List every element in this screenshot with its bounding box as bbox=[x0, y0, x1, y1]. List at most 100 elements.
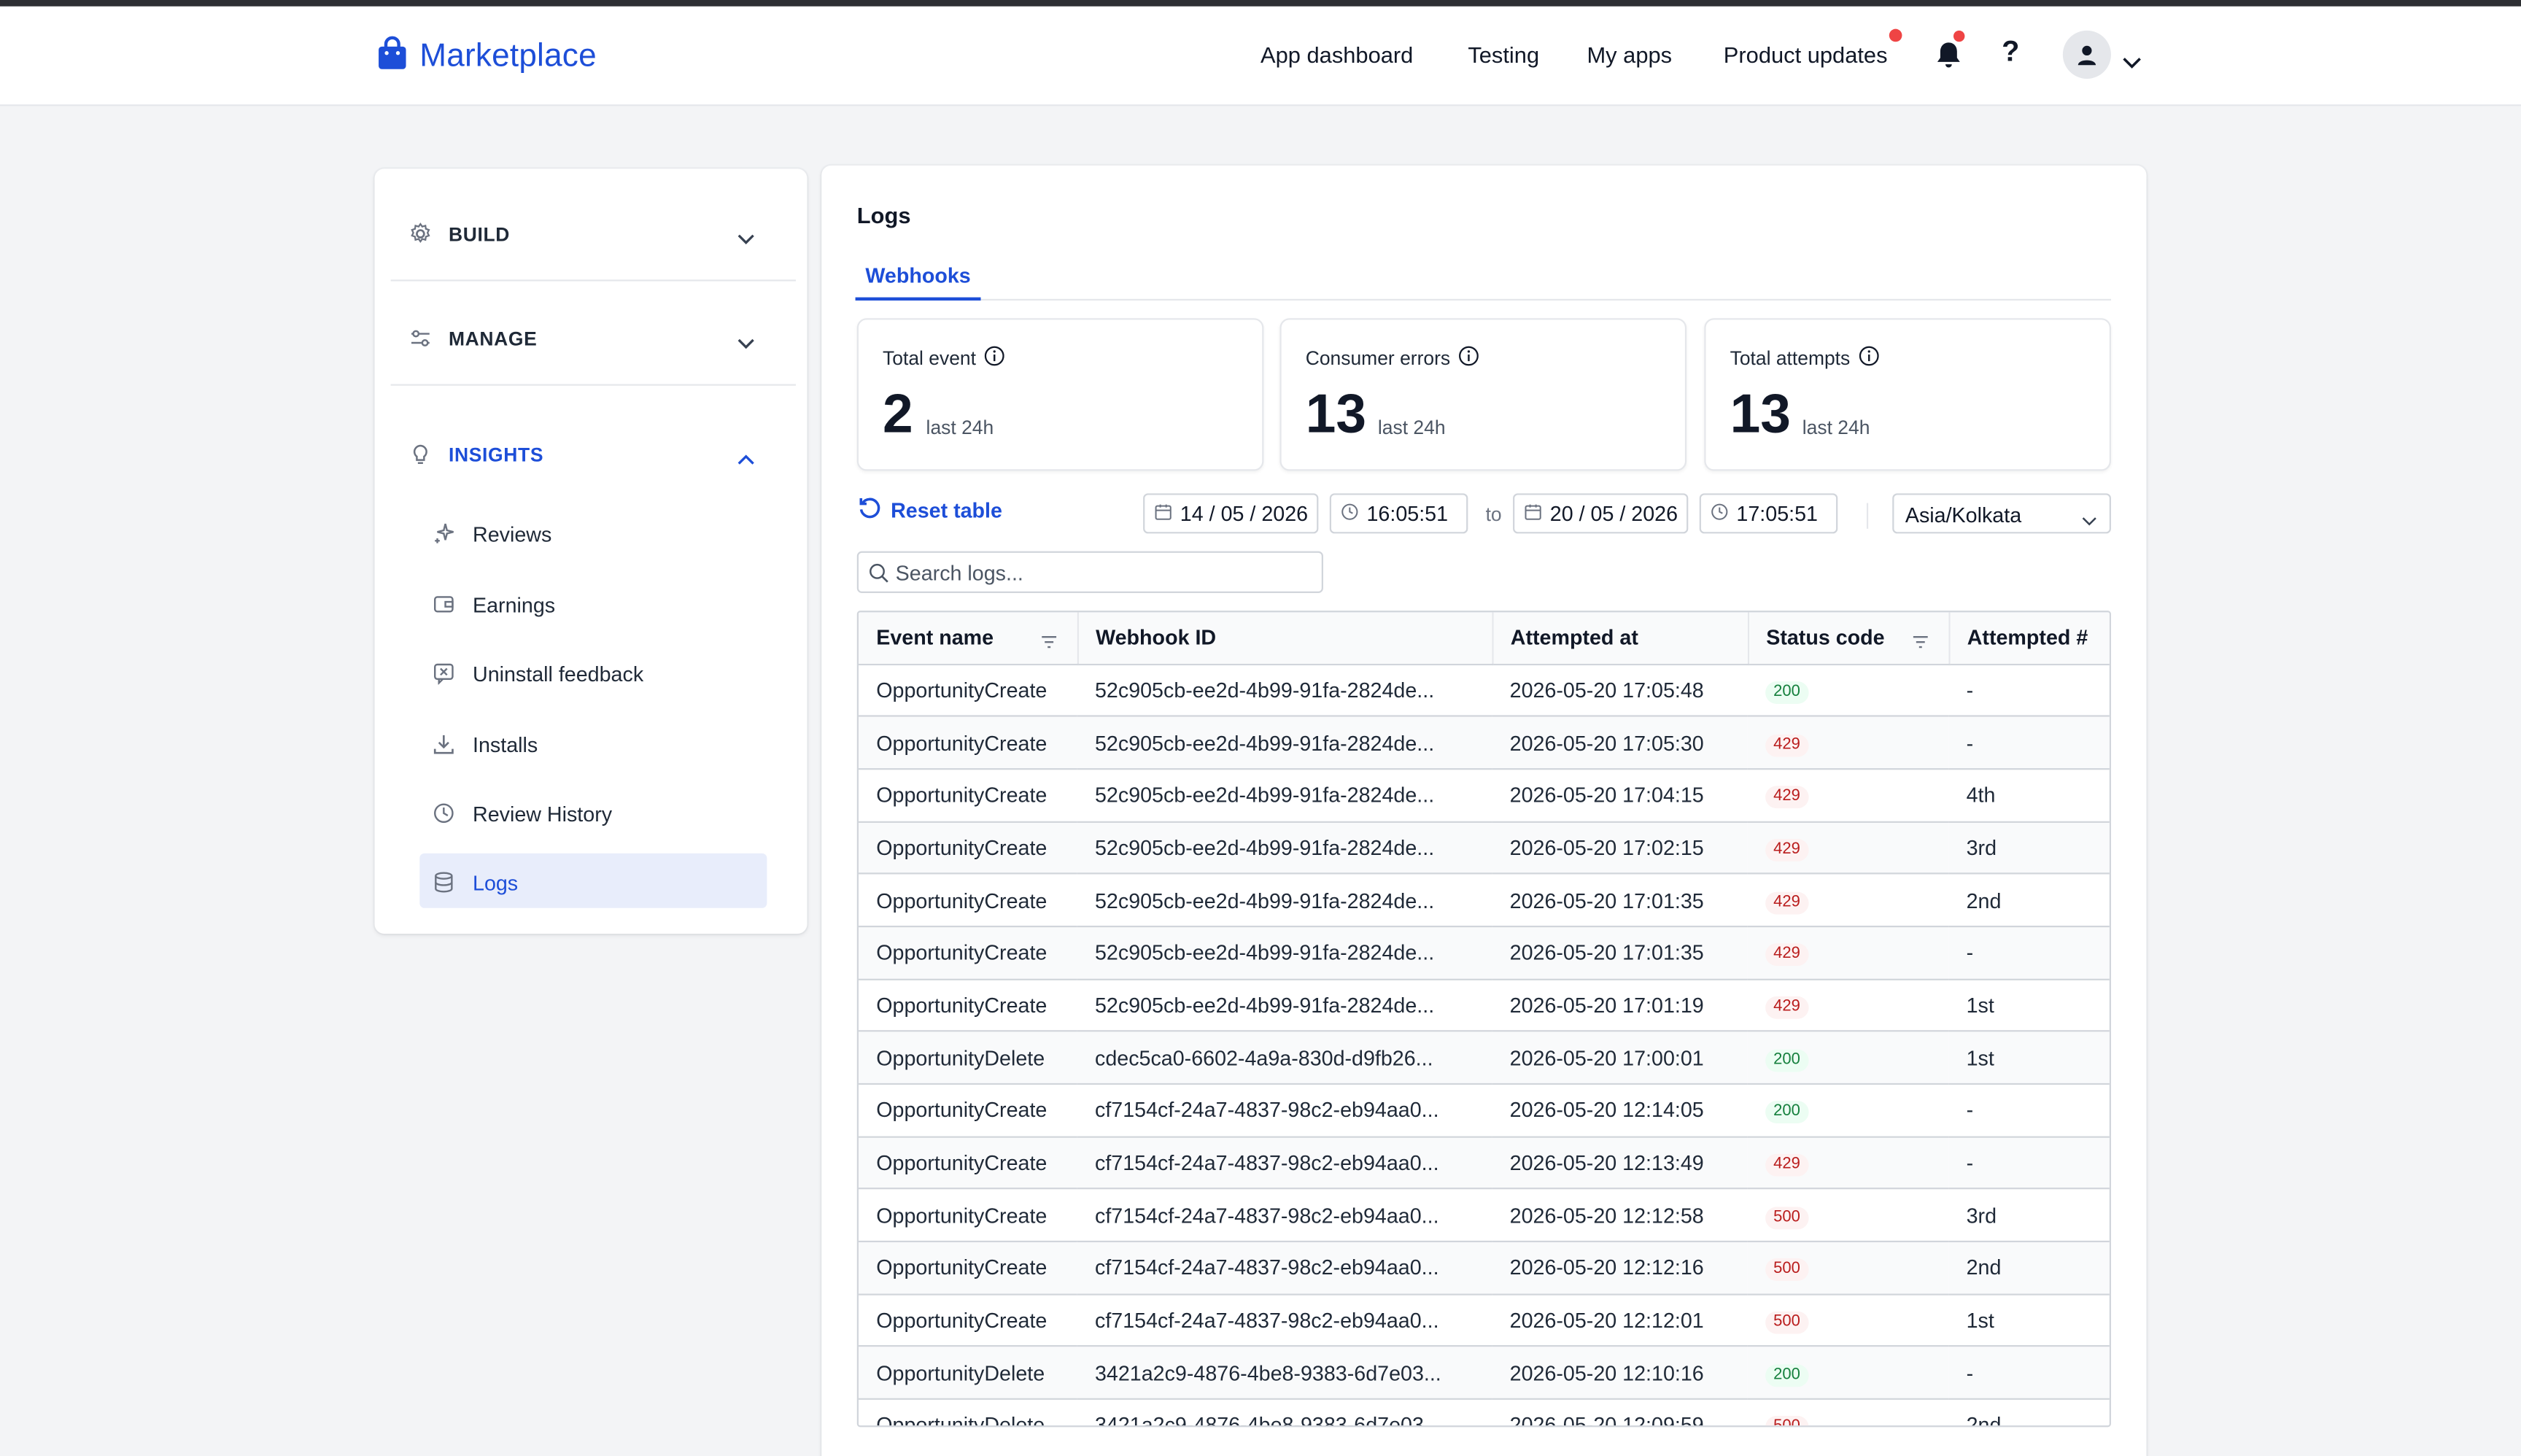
column-header-attempted-at[interactable]: Attempted at bbox=[1492, 612, 1749, 665]
user-icon bbox=[2077, 45, 2096, 66]
cell-attempted-at: 2026-05-20 12:10:16 bbox=[1492, 1347, 1748, 1401]
avatar[interactable] bbox=[2062, 30, 2111, 79]
cell-event-name: OpportunityCreate bbox=[858, 821, 1077, 875]
sidebar-item-earnings[interactable]: Earnings bbox=[419, 577, 767, 632]
table-row[interactable]: OpportunityCreate 52c905cb-ee2d-4b99-91fa… bbox=[858, 978, 2110, 1033]
cell-webhook-id: cf7154cf-24a7-4837-98c2-eb94aa0... bbox=[1077, 1189, 1492, 1243]
section-label-manage: MANAGE bbox=[448, 328, 538, 351]
to-date-input[interactable]: 20 / 05 / 2026 bbox=[1513, 493, 1689, 534]
reset-table-button[interactable]: Reset table bbox=[857, 495, 1002, 526]
nav-testing[interactable]: Testing bbox=[1468, 42, 1540, 68]
sidebar-item-logs[interactable]: Logs bbox=[419, 853, 767, 908]
table-body: OpportunityCreate 52c905cb-ee2d-4b99-91fa… bbox=[858, 663, 2110, 1426]
cell-status-code: 429 bbox=[1747, 978, 1949, 1033]
info-icon[interactable] bbox=[984, 346, 1005, 371]
info-icon[interactable] bbox=[1458, 346, 1479, 371]
timezone-select[interactable]: Asia/Kolkata bbox=[1892, 493, 2111, 534]
chevron-down-icon bbox=[736, 330, 755, 359]
gear-icon bbox=[408, 222, 433, 254]
sidebar-item-reviews[interactable]: Reviews bbox=[419, 506, 767, 561]
table-row[interactable]: OpportunityDelete 3421a2c9-4876-4be8-9383… bbox=[858, 1399, 2110, 1426]
cell-event-name: OpportunityCreate bbox=[858, 978, 1077, 1033]
table-row[interactable]: OpportunityCreate cf7154cf-24a7-4837-98c2… bbox=[858, 1189, 2110, 1243]
cell-event-name: OpportunityCreate bbox=[858, 926, 1077, 980]
stat-note: last 24h bbox=[926, 416, 994, 439]
nav-my-apps[interactable]: My apps bbox=[1587, 42, 1673, 68]
status-badge: 200 bbox=[1765, 681, 1808, 704]
sidebar-section-insights[interactable]: INSIGHTS bbox=[375, 430, 808, 479]
filter-divider bbox=[1866, 503, 1869, 529]
column-header-webhook-id[interactable]: Webhook ID bbox=[1077, 612, 1493, 665]
chevron-down-icon[interactable] bbox=[2122, 48, 2141, 77]
nav-product-updates[interactable]: Product updates bbox=[1723, 42, 1888, 68]
cell-status-code: 500 bbox=[1747, 1189, 1949, 1243]
cell-attempted-at: 2026-05-20 12:12:58 bbox=[1492, 1189, 1748, 1243]
top-header: Marketplace App dashboard Testing My app… bbox=[0, 6, 2521, 107]
cell-event-name: OpportunityCreate bbox=[858, 1242, 1077, 1296]
nav-app-dashboard[interactable]: App dashboard bbox=[1260, 42, 1414, 68]
column-header-attempted-number[interactable]: Attempted # bbox=[1948, 612, 2110, 665]
table-row[interactable]: OpportunityCreate 52c905cb-ee2d-4b99-91fa… bbox=[858, 768, 2110, 823]
sliders-icon bbox=[408, 326, 433, 358]
table-header-row: Event name Webhook ID Attempted at Statu… bbox=[858, 612, 2110, 665]
search-input[interactable] bbox=[895, 557, 1314, 587]
stat-value: 13 bbox=[1305, 384, 1367, 446]
table-row[interactable]: OpportunityCreate 52c905cb-ee2d-4b99-91fa… bbox=[858, 873, 2110, 928]
stat-label: Total attempts bbox=[1730, 346, 1879, 371]
from-date-value: 14 / 05 / 2026 bbox=[1180, 501, 1309, 526]
sidebar-item-label: Logs bbox=[473, 871, 519, 896]
sidebar-item-installs[interactable]: Installs bbox=[419, 717, 767, 772]
filter-icon[interactable] bbox=[1039, 630, 1057, 654]
table-row[interactable]: OpportunityDelete cdec5ca0-6602-4a9a-830d… bbox=[858, 1031, 2110, 1085]
sidebar-item-review-history[interactable]: Review History bbox=[419, 786, 767, 840]
table-row[interactable]: OpportunityCreate 52c905cb-ee2d-4b99-91fa… bbox=[858, 716, 2110, 770]
cell-webhook-id: 52c905cb-ee2d-4b99-91fa-2824de... bbox=[1077, 768, 1492, 823]
cell-webhook-id: cdec5ca0-6602-4a9a-830d-d9fb26... bbox=[1077, 1031, 1492, 1085]
cell-webhook-id: 52c905cb-ee2d-4b99-91fa-2824de... bbox=[1077, 716, 1492, 770]
column-header-status-code[interactable]: Status code bbox=[1747, 612, 1950, 665]
download-icon bbox=[433, 733, 455, 764]
table-row[interactable]: OpportunityCreate 52c905cb-ee2d-4b99-91fa… bbox=[858, 926, 2110, 980]
cell-attempted-number: 3rd bbox=[1948, 1189, 2110, 1243]
tab-webhooks[interactable]: Webhooks bbox=[855, 259, 981, 301]
status-badge: 200 bbox=[1765, 1101, 1808, 1124]
cell-status-code: 429 bbox=[1747, 716, 1949, 770]
sidebar-section-manage[interactable]: MANAGE bbox=[375, 315, 808, 363]
from-time-value: 16:05:51 bbox=[1366, 501, 1449, 526]
cell-attempted-number: 2nd bbox=[1948, 1399, 2110, 1426]
bell-icon[interactable] bbox=[1932, 39, 1964, 79]
section-label-insights: INSIGHTS bbox=[448, 444, 544, 466]
status-badge: 429 bbox=[1765, 1153, 1808, 1177]
sidebar-item-label: Installs bbox=[473, 732, 538, 757]
cell-status-code: 200 bbox=[1747, 1347, 1949, 1401]
table-row[interactable]: OpportunityCreate 52c905cb-ee2d-4b99-91fa… bbox=[858, 821, 2110, 875]
cell-status-code: 500 bbox=[1747, 1294, 1949, 1348]
chevron-down-icon bbox=[736, 225, 755, 254]
sidebar-item-uninstall-feedback[interactable]: Uninstall feedback bbox=[419, 646, 767, 701]
from-date-input[interactable]: 14 / 05 / 2026 bbox=[1143, 493, 1319, 534]
help-icon[interactable]: ? bbox=[2002, 35, 2020, 68]
stat-card-consumer-errors: Consumer errors 13 last 24h bbox=[1279, 318, 1687, 471]
table-row[interactable]: OpportunityCreate cf7154cf-24a7-4837-98c2… bbox=[858, 1294, 2110, 1348]
table-row[interactable]: OpportunityCreate cf7154cf-24a7-4837-98c2… bbox=[858, 1242, 2110, 1296]
cell-event-name: OpportunityCreate bbox=[858, 873, 1077, 928]
to-time-input[interactable]: 17:05:51 bbox=[1699, 493, 1838, 534]
table-row[interactable]: OpportunityCreate cf7154cf-24a7-4837-98c2… bbox=[858, 1136, 2110, 1190]
stat-note: last 24h bbox=[1802, 416, 1870, 439]
cell-webhook-id: 52c905cb-ee2d-4b99-91fa-2824de... bbox=[1077, 926, 1492, 980]
notification-badge bbox=[1953, 30, 1965, 42]
search-box[interactable] bbox=[856, 551, 1323, 593]
cell-status-code: 429 bbox=[1747, 926, 1949, 980]
table-row[interactable]: OpportunityDelete 3421a2c9-4876-4be8-9383… bbox=[858, 1347, 2110, 1401]
table-row[interactable]: OpportunityCreate 52c905cb-ee2d-4b99-91fa… bbox=[858, 663, 2110, 717]
brand-link[interactable]: Marketplace bbox=[376, 35, 597, 78]
sidebar-section-build[interactable]: BUILD bbox=[375, 211, 808, 259]
wallet-icon bbox=[433, 593, 455, 624]
cell-status-code: 429 bbox=[1747, 1136, 1949, 1190]
table-row[interactable]: OpportunityCreate cf7154cf-24a7-4837-98c2… bbox=[858, 1083, 2110, 1138]
from-time-input[interactable]: 16:05:51 bbox=[1329, 493, 1468, 534]
filter-icon[interactable] bbox=[1911, 630, 1929, 654]
info-icon[interactable] bbox=[1858, 346, 1879, 371]
cell-attempted-at: 2026-05-20 17:05:48 bbox=[1492, 663, 1748, 717]
column-header-event-name[interactable]: Event name bbox=[858, 612, 1078, 665]
